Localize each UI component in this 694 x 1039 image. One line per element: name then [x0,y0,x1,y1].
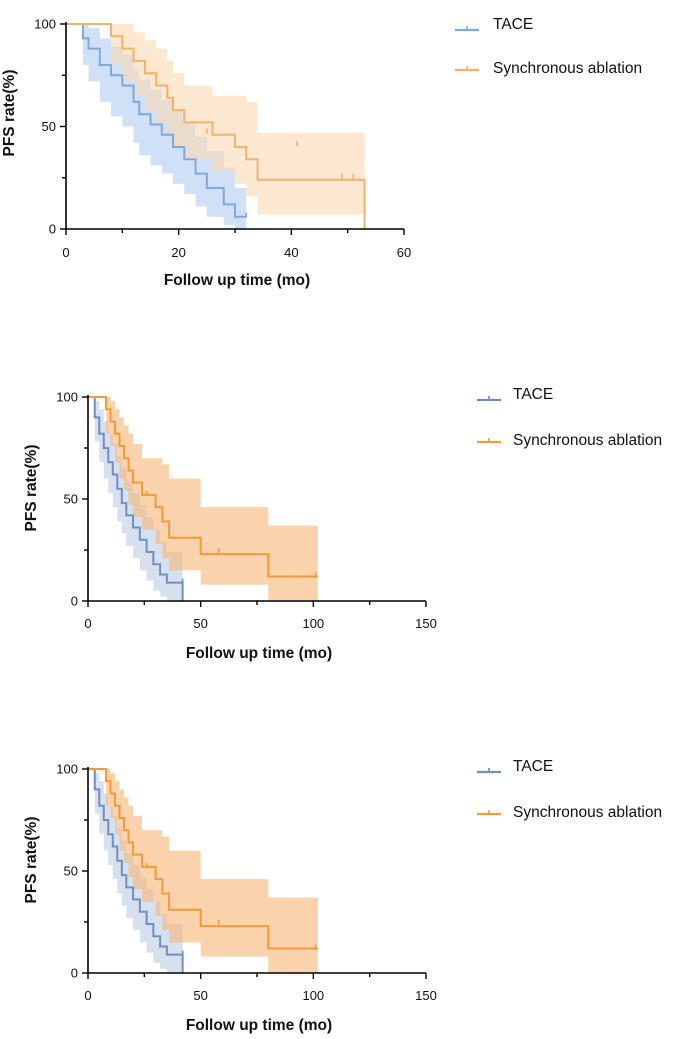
km-chart-panel-3: 0 50 100 0 50 100 150 Follow up time (mo) PFS ra… [0,743,694,1039]
chart3-y-tick-label: 100 [56,762,78,777]
chart2-legend-label-synchronous-ablation: Synchronous ablation [513,432,662,449]
chart1-legend-label-synchronous-ablation: Synchronous ablation [493,60,642,77]
chart2-x-tick-label: 50 [193,616,207,631]
chart2-legend-label-tace: TACE [513,386,553,403]
km-chart-3: 0 50 100 0 50 100 150 Follow up time (mo) PFS ra… [23,758,662,1034]
chart3-x-tick-label: 50 [193,988,207,1003]
chart1-y-axis-title: PFS rate(%) [1,70,18,157]
chart3-legend: TACE Synchronous ablation [477,758,662,821]
chart3-bands [88,769,318,973]
chart1-bands [66,24,365,229]
chart2-x-tick-label: 100 [302,616,324,631]
km-chart-1: 0 50 100 0 20 40 60 Follow up time (mo) PFS rate… [1,16,642,289]
chart1-ci-band-synchronous-ablation [66,24,365,215]
chart2-y-tick-label: 0 [71,594,78,609]
chart1-curve-synchronous-ablation [66,23,366,229]
chart3-y-tick-label: 0 [71,966,78,981]
km-chart-panel-2: 0 50 100 0 50 100 150 Follow up time (mo) PFS ra… [0,370,694,670]
chart1-y-tick-label: 50 [42,119,56,134]
chart3-legend-label-synchronous-ablation: Synchronous ablation [513,804,662,821]
chart2-x-tick-label: 150 [415,616,437,631]
chart1-y-tick-label: 0 [49,222,56,237]
chart2-curve-tace [88,396,184,601]
chart1-legend: TACE Synchronous ablation [455,16,642,77]
chart1-y-tick-label: 100 [34,17,56,32]
chart3-x-axis-title: Follow up time (mo) [186,1017,332,1034]
chart2-y-axis-title: PFS rate(%) [23,445,40,532]
chart3-x-tick-label: 0 [84,988,91,1003]
chart3-y-tick-label: 50 [64,864,78,879]
chart2-x-axis-title: Follow up time (mo) [186,645,332,662]
chart3-legend-label-tace: TACE [513,758,553,775]
chart1-x-tick-label: 0 [62,245,69,260]
chart1-legend-label-tace: TACE [493,16,533,33]
chart2-x-tick-label: 0 [84,616,91,631]
chart3-x-tick-label: 100 [302,988,324,1003]
chart1-curve-tace [66,23,247,218]
chart3-ci-band-synchronous-ablation [88,769,318,973]
km-chart-panel-1: 0 50 100 0 20 40 60 Follow up time (mo) PFS rate… [0,0,694,300]
chart2-ci-band-synchronous-ablation [88,397,318,601]
chart3-curve-synchronous-ablation [88,768,318,950]
chart1-x-tick-label: 40 [284,245,298,260]
chart1-x-tick-label: 60 [397,245,411,260]
chart2-legend: TACE Synchronous ablation [477,386,662,449]
chart3-x-tick-label: 150 [415,988,437,1003]
chart1-x-tick-label: 20 [171,245,185,260]
chart2-curve-synchronous-ablation [88,396,318,578]
chart2-y-tick-label: 50 [64,492,78,507]
chart3-y-axis-title: PFS rate(%) [23,817,40,904]
chart2-bands [88,397,318,601]
chart1-x-axis-title: Follow up time (mo) [164,272,310,289]
chart2-y-tick-label: 100 [56,390,78,405]
chart3-curve-tace [88,768,184,973]
km-chart-2: 0 50 100 0 50 100 150 Follow up time (mo) PFS ra… [23,386,662,662]
